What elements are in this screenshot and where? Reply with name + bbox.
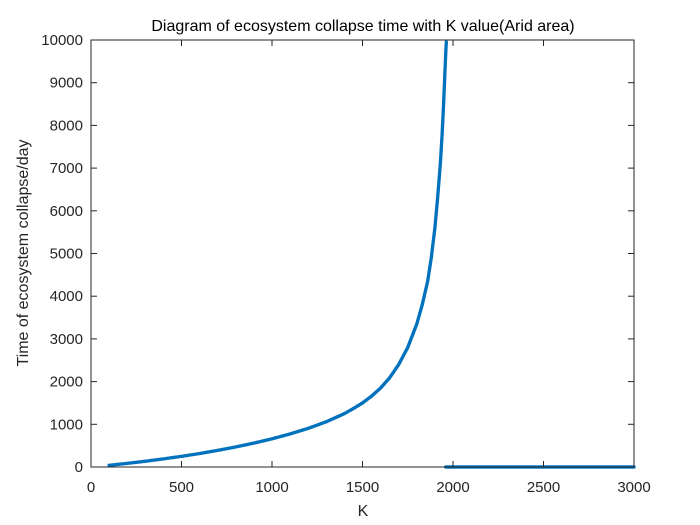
y-tick-label: 3000 [50, 331, 83, 348]
y-tick-label: 4000 [50, 288, 83, 305]
x-axis-title: K [358, 503, 369, 520]
axes: 0 500 1000 1500 2000 2500 3000 0 1000 2000 3000 400… [41, 32, 650, 496]
x-tick-label: 2500 [527, 479, 560, 496]
y-tick-label: 8000 [50, 117, 83, 134]
plot-area [107, 40, 636, 469]
y-tick-label: 10000 [41, 32, 83, 49]
y-tick-label: 0 [75, 459, 83, 476]
x-tick-label: 0 [87, 479, 95, 496]
y-tick-label: 5000 [50, 246, 83, 263]
x-tick-label: 1500 [346, 479, 379, 496]
y-tick-label: 6000 [50, 203, 83, 220]
y-tick-label: 7000 [50, 160, 83, 177]
x-tick-label: 500 [169, 479, 194, 496]
x-tick-label: 1000 [255, 479, 288, 496]
data-point [444, 40, 448, 44]
y-tick-label: 9000 [50, 75, 83, 92]
y-tick-label: 1000 [50, 416, 83, 433]
y-tick-label: 2000 [50, 374, 83, 391]
y-axis-title: Time of ecosystem collapse/day [15, 139, 32, 366]
x-tick-label: 2000 [436, 479, 469, 496]
chart-title: Diagram of ecosystem collapse time with … [151, 18, 574, 35]
x-tick-label: 3000 [617, 479, 650, 496]
